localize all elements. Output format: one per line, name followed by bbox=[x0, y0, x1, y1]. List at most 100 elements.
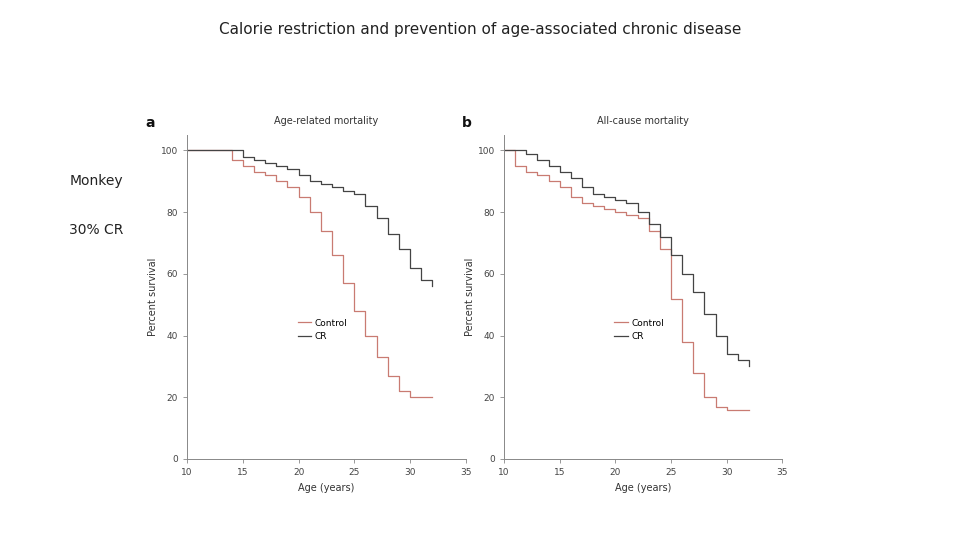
Control bbox=[576, 200, 588, 206]
CR bbox=[393, 246, 404, 252]
Control bbox=[520, 169, 532, 176]
Control bbox=[382, 373, 394, 379]
Control bbox=[498, 147, 510, 154]
CR bbox=[621, 200, 633, 206]
Legend: Control, CR: Control, CR bbox=[298, 319, 348, 341]
Line: Control: Control bbox=[504, 151, 749, 410]
Control bbox=[404, 394, 416, 401]
CR bbox=[732, 357, 744, 363]
Text: a: a bbox=[146, 116, 155, 130]
Control bbox=[259, 172, 271, 178]
Control bbox=[610, 209, 621, 215]
CR bbox=[360, 202, 372, 209]
Control bbox=[326, 252, 338, 259]
Control bbox=[271, 178, 282, 185]
Control bbox=[721, 407, 732, 413]
Text: 30% CR: 30% CR bbox=[69, 222, 123, 237]
Control bbox=[554, 184, 565, 191]
Line: Control: Control bbox=[187, 151, 432, 397]
CR bbox=[709, 332, 721, 339]
CR bbox=[721, 351, 732, 357]
X-axis label: Age (years): Age (years) bbox=[299, 483, 354, 492]
Control bbox=[426, 394, 438, 401]
Control bbox=[293, 193, 304, 200]
CR bbox=[348, 191, 360, 197]
Control bbox=[337, 280, 348, 286]
CR bbox=[598, 193, 610, 200]
Title: Age-related mortality: Age-related mortality bbox=[275, 116, 378, 126]
Control bbox=[371, 354, 382, 360]
Control bbox=[237, 163, 249, 169]
CR bbox=[304, 178, 316, 185]
CR bbox=[554, 169, 565, 176]
Line: CR: CR bbox=[504, 151, 749, 367]
Control bbox=[643, 227, 655, 234]
CR bbox=[249, 157, 260, 163]
Control bbox=[699, 394, 710, 401]
Text: b: b bbox=[463, 116, 472, 130]
CR bbox=[426, 283, 438, 289]
X-axis label: Age (years): Age (years) bbox=[615, 483, 671, 492]
CR bbox=[382, 231, 394, 237]
Control bbox=[249, 169, 260, 176]
Control bbox=[510, 163, 521, 169]
CR bbox=[643, 221, 655, 228]
CR bbox=[610, 197, 621, 203]
CR bbox=[576, 184, 588, 191]
Control bbox=[687, 369, 699, 376]
Line: CR: CR bbox=[187, 151, 432, 286]
CR bbox=[654, 234, 665, 240]
Control bbox=[677, 339, 688, 345]
Control bbox=[542, 178, 554, 185]
Control bbox=[215, 147, 227, 154]
Control bbox=[588, 202, 599, 209]
CR bbox=[416, 277, 427, 284]
Y-axis label: Percent survival: Percent survival bbox=[148, 258, 158, 336]
CR bbox=[588, 191, 599, 197]
CR bbox=[665, 252, 677, 259]
CR bbox=[632, 209, 643, 215]
Control bbox=[665, 295, 677, 302]
Control bbox=[565, 193, 577, 200]
CR bbox=[281, 166, 293, 172]
Control bbox=[226, 157, 237, 163]
Control bbox=[598, 206, 610, 212]
CR bbox=[226, 147, 237, 154]
Legend: Control, CR: Control, CR bbox=[614, 319, 664, 341]
Control bbox=[181, 147, 193, 154]
Control bbox=[348, 308, 360, 314]
Text: Monkey: Monkey bbox=[69, 174, 123, 188]
Control bbox=[360, 332, 372, 339]
Text: Calorie restriction and prevention of age-associated chronic disease: Calorie restriction and prevention of ag… bbox=[219, 22, 741, 37]
CR bbox=[498, 147, 510, 154]
CR bbox=[326, 184, 338, 191]
CR bbox=[510, 147, 521, 154]
CR bbox=[542, 163, 554, 169]
Control bbox=[304, 209, 316, 215]
Control bbox=[654, 246, 665, 252]
Control bbox=[393, 388, 404, 394]
Control bbox=[709, 403, 721, 410]
Title: All-cause mortality: All-cause mortality bbox=[597, 116, 689, 126]
Control bbox=[315, 227, 326, 234]
CR bbox=[259, 159, 271, 166]
CR bbox=[565, 175, 577, 181]
CR bbox=[181, 147, 193, 154]
CR bbox=[293, 172, 304, 178]
Y-axis label: Percent survival: Percent survival bbox=[465, 258, 475, 336]
Control bbox=[532, 172, 543, 178]
CR bbox=[271, 163, 282, 169]
CR bbox=[687, 289, 699, 295]
Control bbox=[732, 407, 744, 413]
CR bbox=[337, 187, 348, 194]
CR bbox=[371, 215, 382, 221]
CR bbox=[315, 181, 326, 187]
CR bbox=[237, 153, 249, 160]
CR bbox=[404, 265, 416, 271]
CR bbox=[520, 150, 532, 157]
Control bbox=[621, 212, 633, 219]
Control bbox=[743, 407, 755, 413]
Control bbox=[632, 215, 643, 221]
CR bbox=[532, 157, 543, 163]
CR bbox=[677, 271, 688, 277]
